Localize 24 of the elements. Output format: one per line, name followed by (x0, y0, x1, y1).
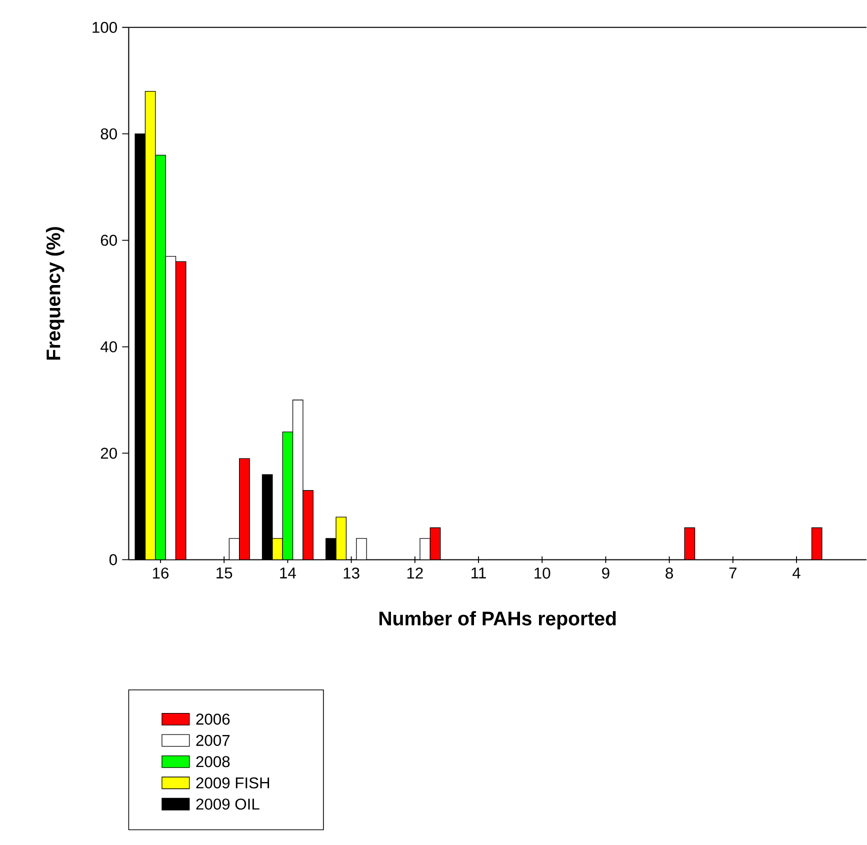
x-tick-label: 7 (729, 567, 736, 578)
y-axis-title: Frequency (%) (46, 226, 64, 360)
x-axis-title: Number of PAHs reported (379, 610, 616, 630)
y-tick-label: 80 (100, 128, 117, 140)
x-tick-label: 15 (216, 567, 232, 578)
x-tick-label: 8 (666, 567, 673, 578)
legend-label: 2006 (196, 713, 230, 725)
x-tick-label: 11 (472, 567, 486, 578)
y-tick-label: 0 (109, 554, 117, 566)
legend-label: 2009 FISH (196, 777, 270, 788)
x-tick-label: 4 (792, 567, 800, 578)
legend-label: 2007 (196, 734, 230, 746)
x-tick-label: 14 (280, 567, 296, 578)
y-tick-label: 40 (100, 341, 117, 352)
legend-label: 2009 OIL (196, 798, 260, 810)
y-tick-label: 60 (100, 234, 117, 246)
x-tick-label: 9 (602, 567, 610, 578)
x-tick-label: 16 (152, 567, 169, 578)
x-tick-label: 12 (407, 567, 423, 578)
x-tick-label: 13 (344, 567, 360, 578)
y-tick-label: 20 (100, 447, 117, 459)
x-tick-label: 10 (534, 567, 550, 578)
legend-label: 2008 (196, 756, 230, 767)
y-tick-label: 100 (92, 22, 117, 33)
